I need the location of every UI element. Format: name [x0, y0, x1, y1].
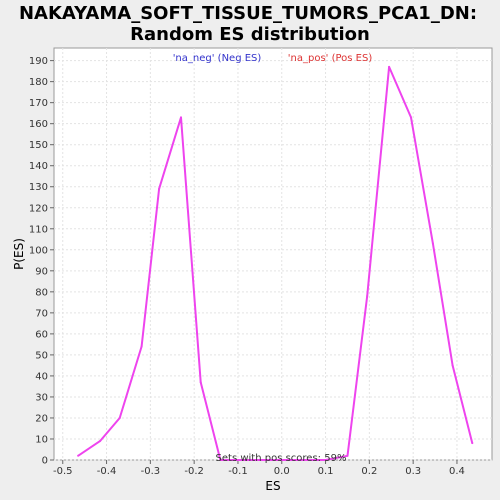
x-tick-label: -0.5 — [53, 466, 73, 477]
x-tick-label: -0.3 — [141, 466, 161, 477]
data-point — [241, 459, 244, 461]
y-tick-label: 40 — [35, 371, 48, 382]
y-tick-label: 160 — [29, 119, 48, 130]
data-point — [140, 345, 143, 348]
y-tick-label: 130 — [29, 182, 48, 193]
x-tick-label: -0.2 — [184, 466, 204, 477]
y-tick-label: 80 — [35, 287, 48, 298]
data-point — [346, 454, 349, 457]
y-axis: 0 10 20 30 40 50 60 70 80 90 100 110 120 130 140 150 160… — [29, 56, 54, 467]
y-tick-label: 110 — [29, 224, 48, 235]
legend-pos-label: 'na_pos' (Pos ES) — [288, 53, 373, 64]
x-tick-label: 0.1 — [318, 466, 334, 477]
data-point — [409, 116, 412, 119]
x-tick-label: -0.4 — [97, 466, 117, 477]
x-axis: -0.5 -0.4 -0.3 -0.2 -0.1 0.0 0.1 0.2 0.3 0.4 — [53, 460, 465, 477]
data-point — [451, 364, 454, 367]
data-point — [98, 440, 101, 443]
data-point — [280, 459, 283, 461]
y-tick-label: 90 — [35, 266, 48, 277]
y-tick-label: 70 — [35, 308, 48, 319]
data-point — [199, 381, 202, 384]
y-tick-label: 30 — [35, 392, 48, 403]
y-tick-label: 60 — [35, 329, 48, 340]
chart-title-line-1: NAKAYAMA_SOFT_TISSUE_TUMORS_PCA1_DN: — [19, 3, 477, 24]
data-point — [77, 454, 80, 457]
y-tick-label: 120 — [29, 203, 48, 214]
y-tick-label: 180 — [29, 77, 48, 88]
x-tick-label: 0.4 — [449, 466, 465, 477]
pos-scores-annotation: Sets with pos scores: 59% — [216, 453, 347, 464]
y-tick-label: 10 — [35, 434, 48, 445]
data-point — [263, 459, 266, 461]
y-axis-label: P(ES) — [12, 238, 26, 270]
x-tick-label: -0.1 — [228, 466, 248, 477]
data-point — [471, 442, 474, 445]
x-tick-label: 0.0 — [274, 466, 290, 477]
x-tick-label: 0.2 — [361, 466, 377, 477]
y-tick-label: 170 — [29, 98, 48, 109]
data-point — [158, 187, 161, 190]
data-point — [431, 242, 434, 245]
data-point — [219, 459, 222, 461]
data-point — [118, 416, 121, 419]
legend-neg-label: 'na_neg' (Neg ES) — [173, 53, 262, 64]
data-point — [180, 116, 183, 119]
series-layer — [77, 65, 474, 461]
data-point — [366, 295, 369, 298]
y-tick-label: 150 — [29, 140, 48, 151]
y-tick-label: 50 — [35, 350, 48, 361]
y-tick-label: 0 — [42, 456, 48, 467]
y-tick-label: 20 — [35, 413, 48, 424]
y-tick-label: 190 — [29, 56, 48, 67]
data-point — [388, 65, 391, 68]
x-axis-label: ES — [265, 479, 280, 493]
data-point — [302, 459, 305, 461]
series-line-0 — [77, 65, 474, 461]
data-point — [324, 459, 327, 461]
grid — [54, 48, 492, 461]
chart-title-line-2: Random ES distribution — [130, 24, 370, 45]
y-tick-label: 100 — [29, 245, 48, 256]
y-tick-label: 140 — [29, 161, 48, 172]
plot-area — [53, 47, 493, 461]
x-tick-label: 0.3 — [405, 466, 421, 477]
